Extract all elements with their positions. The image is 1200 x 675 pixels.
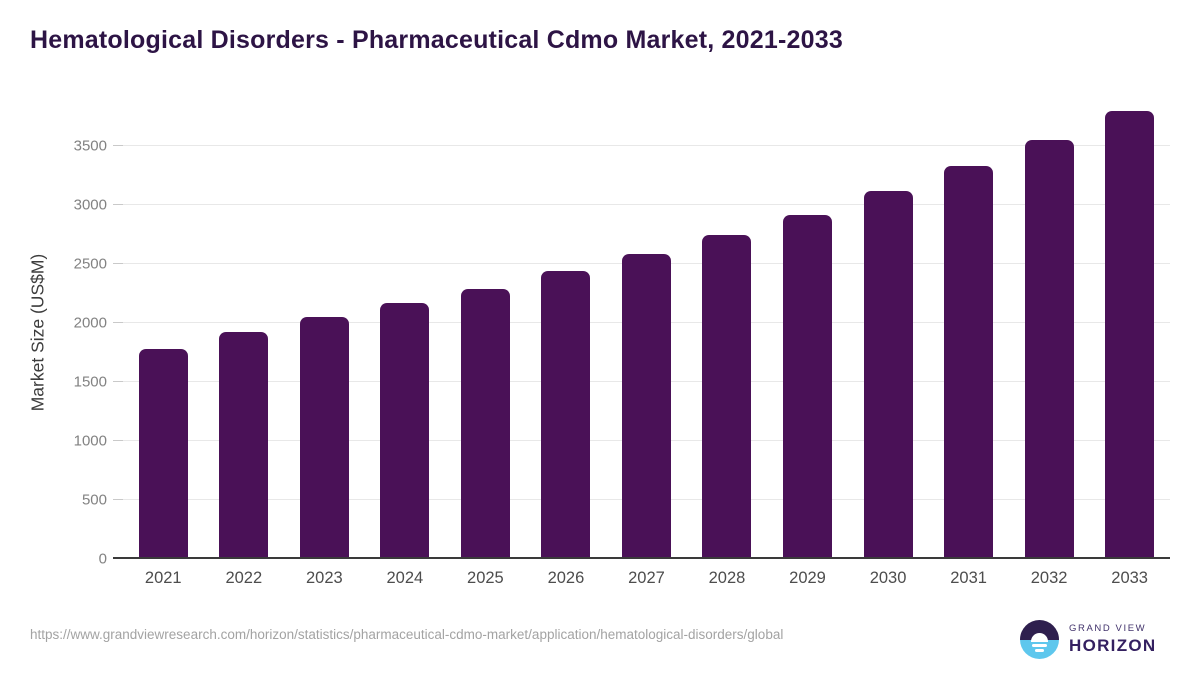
bar-2028[interactable] [702,235,752,559]
bar-slot-2022 [204,99,285,559]
bar-2023[interactable] [299,317,349,559]
y-tick-label: 500 [81,491,107,509]
logo-reflection-bar [1032,644,1047,647]
bar-2030[interactable] [863,191,913,559]
y-tick-mark [113,499,123,501]
y-tick-mark [113,204,123,206]
bar-slot-2029 [767,99,848,559]
x-tick-label: 2022 [225,569,263,587]
x-tick-label: 2029 [789,569,826,587]
logo-sky-half [1020,620,1059,640]
bar-slot-2021 [123,99,204,559]
gridline [113,145,1170,147]
x-tick-label: 2024 [386,569,424,587]
bar-slot-2032 [1009,99,1090,559]
bar-slot-2026 [526,99,607,559]
bar-2021[interactable] [138,349,188,559]
x-tick-label: 2021 [144,569,182,587]
y-axis-title: Market Size (US$M) [27,253,48,412]
x-tick-label: 2028 [708,569,746,587]
bar-2024[interactable] [380,303,430,559]
logo-text: GRAND VIEW HORIZON [1069,623,1156,656]
x-tick-label: 2032 [1030,569,1068,587]
y-tick-mark [113,145,123,147]
bar-2027[interactable] [621,254,671,559]
x-tick-label: 2023 [305,569,343,587]
bar-2033[interactable] [1105,110,1155,559]
bar-2022[interactable] [219,331,269,559]
horizon-sunrise-icon [1020,620,1059,659]
logo-reflection-bar [1035,649,1044,652]
y-tick-label: 2000 [73,314,107,332]
x-tick-label: 2033 [1111,569,1148,587]
bar-slot-2024 [365,99,446,559]
x-axis-labels: 2021 2022 2023 2024 2025 2026 2027 2028 2029 2030… [123,569,1170,588]
bars-container [123,99,1170,559]
y-tick-mark [113,381,123,383]
y-tick-label: 2500 [73,255,107,273]
y-tick-label: 3500 [73,137,107,155]
bar-slot-2028 [687,99,768,559]
y-tick-label: 1000 [73,432,107,450]
chart-title: Hematological Disorders - Pharmaceutical… [30,26,843,54]
logo-sun-shape [1031,633,1048,642]
bar-2025[interactable] [460,288,510,559]
bar-slot-2033 [1089,99,1170,559]
gridline [113,204,1170,206]
brand-logo: GRAND VIEW HORIZON [1020,620,1156,659]
y-tick-mark [113,322,123,324]
bar-slot-2025 [445,99,526,559]
x-tick-label: 2026 [547,569,585,587]
y-tick-mark [113,263,123,265]
bar-slot-2027 [606,99,687,559]
bar-slot-2023 [284,99,365,559]
bar-2032[interactable] [1024,139,1074,559]
x-tick-label: 2025 [467,569,504,587]
y-tick-label: 0 [98,550,107,568]
brand-name-top: GRAND VIEW [1069,623,1147,634]
brand-name-bottom: HORIZON [1069,636,1157,655]
bar-2026[interactable] [541,271,591,559]
bar-slot-2030 [848,99,929,559]
bar-slot-2031 [928,99,1009,559]
x-axis-line [113,557,1170,559]
plot-area: 0 500 1000 1500 2000 2500 3000 3500 2021 2022 2023… [74,99,1170,587]
y-tick-label: 1500 [73,373,107,391]
source-url: https://www.grandviewresearch.com/horizo… [30,627,784,642]
bar-2031[interactable] [944,166,994,559]
x-tick-label: 2030 [869,569,907,587]
x-tick-label: 2027 [628,569,665,587]
x-tick-label: 2031 [950,569,987,587]
y-tick-mark [113,440,123,442]
bar-2029[interactable] [783,214,833,559]
y-tick-label: 3000 [73,196,107,214]
